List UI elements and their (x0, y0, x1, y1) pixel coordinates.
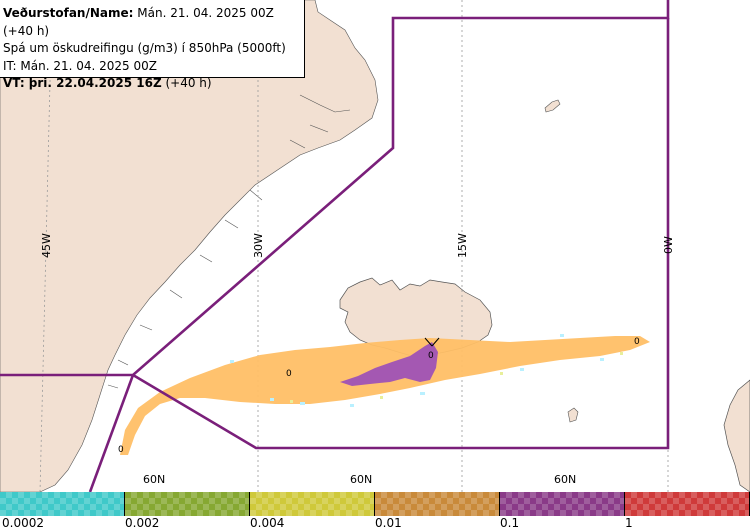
legend-swatch-4 (500, 492, 625, 516)
lat-label-60n: 60N (554, 473, 576, 486)
lat-label-60n: 60N (143, 473, 165, 486)
ash-plume-low (120, 336, 650, 455)
lon-label-45w: 45W (40, 233, 53, 258)
valid-time-offset: (+40 h) (161, 76, 212, 90)
contour-label: 0 (634, 337, 640, 347)
legend-tick: 0.0002 (2, 516, 44, 530)
legend-swatch-2 (250, 492, 375, 516)
greenland-fjords (107, 94, 351, 389)
lat-label-60n: 60N (350, 473, 372, 486)
legend-tick: 1 (625, 516, 633, 530)
header-line-initial-time: IT: Mán. 21. 04. 2025 00Z (3, 58, 157, 73)
legend-tick: 0.004 (250, 516, 285, 530)
legend-swatch-1 (125, 492, 250, 516)
lon-label-30w: 30W (252, 233, 265, 258)
header-line-product: Spá um öskudreifingu (g/m3) í 850hPa (50… (3, 41, 286, 55)
legend-tick: 0.01 (375, 516, 402, 530)
greenland-landmass (0, 0, 379, 492)
issuer-date: Mán. 21. 04. 2025 00Z (+40 h) (3, 6, 274, 38)
header-line-issuer: Veðurstofan/Name: Mán. 21. 04. 2025 00Z … (3, 5, 304, 40)
iceland-landmass (339, 277, 493, 357)
issuer-label: Veðurstofan/Name: (3, 6, 134, 20)
forecast-boundary-south (132, 18, 670, 450)
map-canvas: 45W 30W 15W 0W 60N 60N 60N 0 0 0 0 (0, 0, 750, 492)
legend-swatch-3 (375, 492, 500, 516)
forecast-boundary (0, 0, 670, 377)
concentration-legend: 0.0002 0.002 0.004 0.01 0.1 1 (0, 492, 750, 532)
lon-label-15w: 15W (456, 233, 469, 258)
valid-time-label: VT: þri. 22.04.2025 16Z (3, 76, 162, 90)
header-line-valid-time: VT: þri. 22.04.2025 16Z (+40 h) (3, 75, 304, 93)
jan-mayen-island (544, 99, 561, 113)
legend-swatch-5 (625, 492, 750, 516)
ash-plume-fringe (230, 334, 604, 407)
contour-label: 0 (118, 445, 124, 455)
contour-label: 0 (286, 369, 292, 379)
scandinavia-coast (723, 379, 750, 492)
forecast-info-box: Veðurstofan/Name: Mán. 21. 04. 2025 00Z … (0, 0, 305, 90)
forecast-boundary-west (88, 374, 135, 492)
lon-label-0w: 0W (662, 236, 675, 254)
volcano-marker (424, 337, 440, 347)
ash-plume-high (340, 342, 438, 386)
legend-tick: 0.002 (125, 516, 160, 530)
contour-label: 0 (428, 351, 434, 361)
ash-plume-fringe-yellow (290, 352, 623, 403)
legend-tick: 0.1 (500, 516, 520, 530)
faroe-islands (567, 407, 579, 423)
legend-swatch-0 (0, 492, 125, 516)
